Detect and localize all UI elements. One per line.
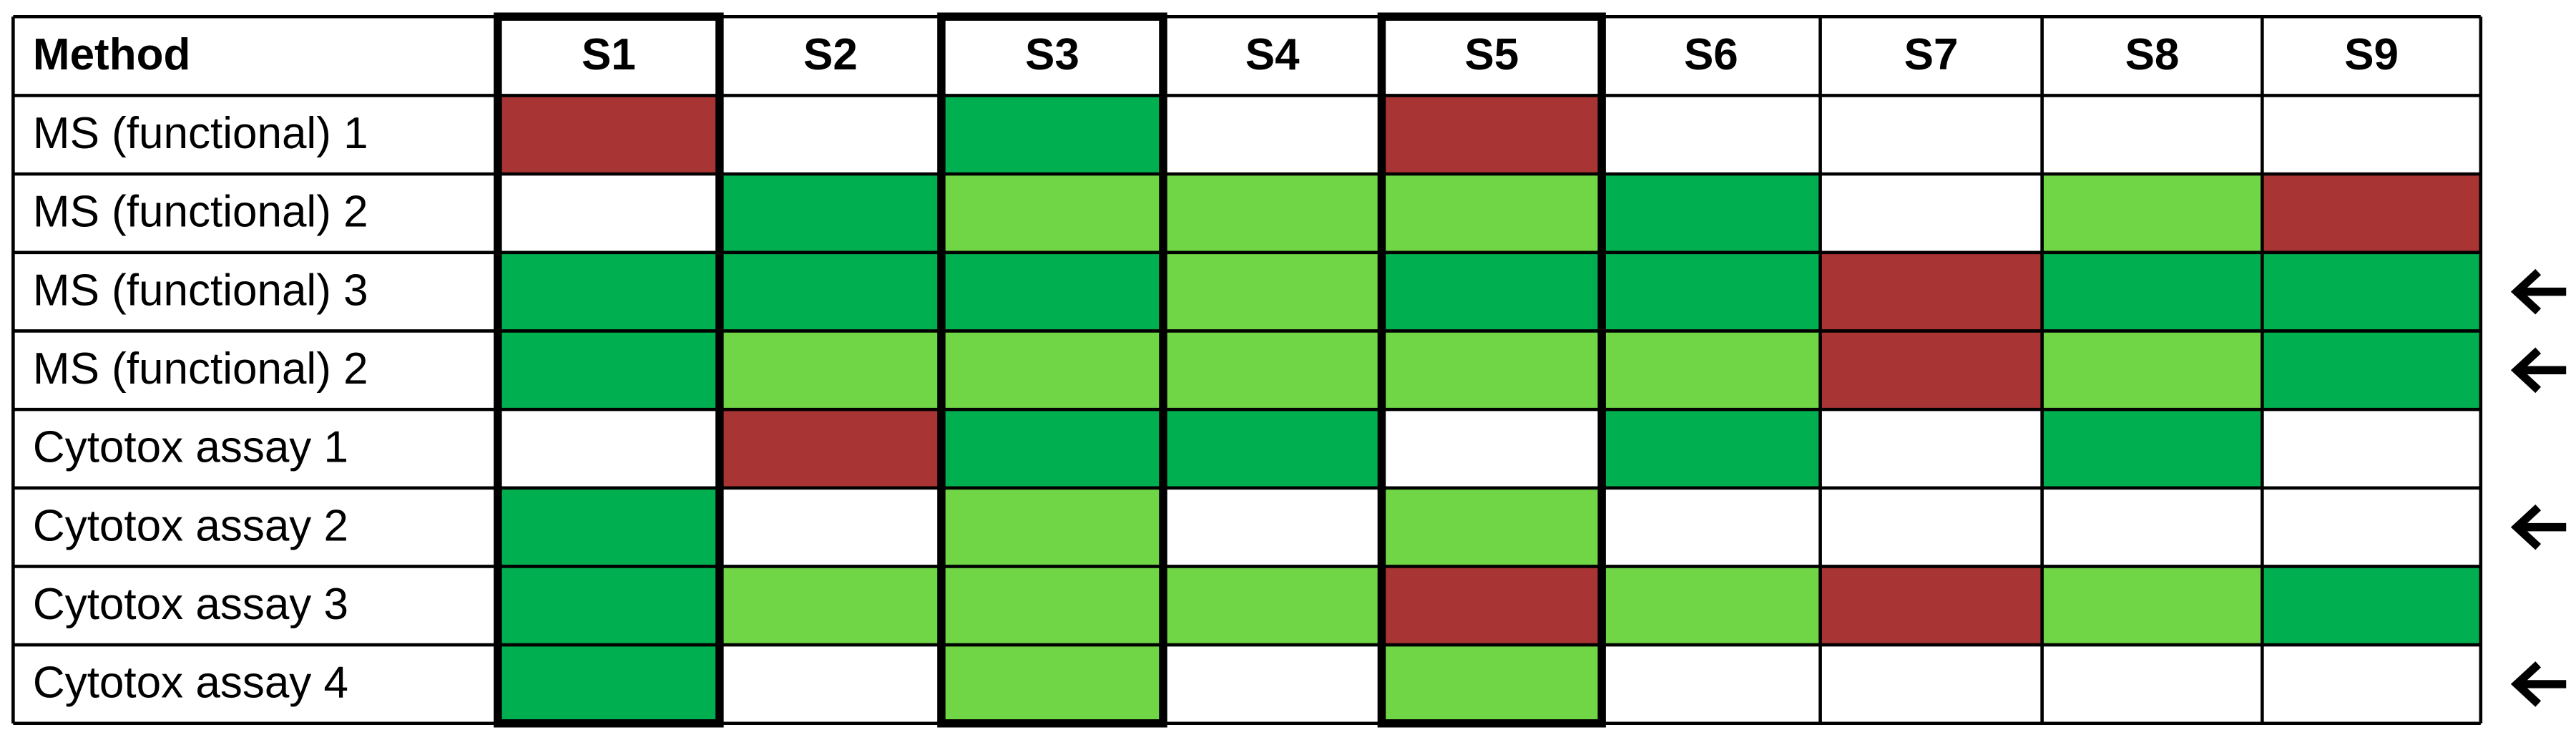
header-cell: S6 (1684, 30, 1738, 79)
cell-fill (941, 487, 1163, 567)
column-highlight (937, 12, 1167, 728)
cell-fill (1162, 252, 1382, 331)
cell-fill (1162, 174, 1382, 253)
cell-fill (2042, 331, 2263, 410)
cell-fill (2042, 409, 2263, 488)
cell-fill (497, 566, 720, 646)
row-label: MS (functional) 2 (33, 188, 368, 237)
header-cell: S3 (1025, 30, 1079, 79)
arrow-head (2510, 347, 2542, 394)
cell-fill (1162, 566, 1382, 646)
cell-fill (941, 566, 1163, 646)
arrow-head (2510, 661, 2542, 707)
cell-fill (497, 487, 720, 567)
cell-fill (2042, 566, 2263, 646)
cell-fill (1381, 95, 1602, 175)
header-cell: S9 (2344, 30, 2399, 79)
header-cell: Method (33, 30, 190, 79)
cell-fill (2042, 252, 2263, 331)
cell-fill (1381, 566, 1602, 646)
row-label: Cytotox assay 2 (33, 501, 348, 550)
arrow-head (2510, 268, 2542, 315)
cell-fill (1381, 331, 1602, 410)
header-cell: S7 (1904, 30, 1959, 79)
row-label: MS (functional) 2 (33, 344, 368, 394)
cell-fill (2262, 331, 2481, 410)
cell-fill (1602, 331, 1821, 410)
cell-fill (941, 95, 1163, 175)
cell-fill (941, 409, 1163, 488)
cell-fill (1820, 252, 2042, 331)
cell-fill (1602, 252, 1821, 331)
cell-fill (1602, 174, 1821, 253)
cell-fill (1162, 409, 1382, 488)
header-cell: S5 (1464, 30, 1519, 79)
cell-fill (1381, 487, 1602, 567)
row-label: MS (functional) 3 (33, 266, 368, 315)
cell-fill (1602, 566, 1821, 646)
cell-fill (941, 331, 1163, 410)
cell-fill (2262, 174, 2481, 253)
header-cell: S8 (2125, 30, 2180, 79)
cell-fill (941, 645, 1163, 724)
header-cell: S4 (1245, 30, 1300, 79)
cell-fill (1381, 645, 1602, 724)
cell-fill (1602, 409, 1821, 488)
column-highlight (494, 12, 724, 728)
header-cell: S2 (803, 30, 858, 79)
cell-fill (497, 645, 720, 724)
cell-fill (941, 174, 1163, 253)
row-label: Cytotox assay 3 (33, 580, 348, 629)
cell-fill (719, 252, 941, 331)
cell-fill (1162, 331, 1382, 410)
cell-fill (719, 409, 941, 488)
cell-fill (1820, 331, 2042, 410)
arrow-head (2510, 504, 2542, 550)
cell-fill (1820, 566, 2042, 646)
row-label: MS (functional) 1 (33, 109, 368, 158)
cell-fill (719, 331, 941, 410)
row-label: Cytotox assay 4 (33, 658, 348, 708)
cell-fill (2262, 566, 2481, 646)
cell-fill (497, 252, 720, 331)
cell-fill (941, 252, 1163, 331)
cell-fill (2042, 174, 2263, 253)
cell-fill (1381, 174, 1602, 253)
cell-fill (497, 95, 720, 175)
cell-fill (719, 174, 941, 253)
cell-fill (2262, 252, 2481, 331)
cell-fill (497, 331, 720, 410)
cell-fill (719, 566, 941, 646)
header-cell: S1 (582, 30, 636, 79)
row-label: Cytotox assay 1 (33, 423, 348, 472)
cell-fill (1381, 252, 1602, 331)
column-highlight (1377, 12, 1606, 728)
